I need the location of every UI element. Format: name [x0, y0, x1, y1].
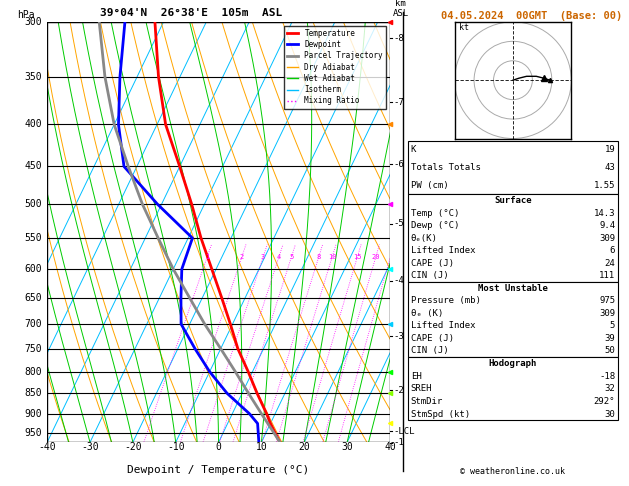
- Text: 800: 800: [25, 367, 42, 377]
- Text: 500: 500: [25, 199, 42, 209]
- Text: 300: 300: [25, 17, 42, 27]
- Text: 39: 39: [604, 334, 615, 343]
- Text: -1: -1: [393, 438, 404, 448]
- Text: 5: 5: [610, 321, 615, 330]
- Text: CIN (J): CIN (J): [411, 271, 448, 280]
- Text: 900: 900: [25, 409, 42, 419]
- Text: -4: -4: [393, 276, 404, 285]
- Text: © weatheronline.co.uk: © weatheronline.co.uk: [460, 467, 565, 476]
- Text: km
ASL: km ASL: [392, 0, 409, 18]
- Text: 2: 2: [240, 254, 244, 260]
- Text: EH: EH: [411, 372, 421, 381]
- Text: -30: -30: [81, 442, 99, 452]
- Text: 19: 19: [604, 145, 615, 155]
- Text: θₑ(K): θₑ(K): [411, 234, 438, 243]
- Text: 32: 32: [604, 384, 615, 393]
- Text: 15: 15: [353, 254, 362, 260]
- Text: 111: 111: [599, 271, 615, 280]
- Text: 5: 5: [289, 254, 294, 260]
- Text: -3: -3: [393, 331, 404, 341]
- Text: 600: 600: [25, 264, 42, 274]
- Text: 292°: 292°: [594, 397, 615, 406]
- Text: 3: 3: [261, 254, 265, 260]
- Text: Lifted Index: Lifted Index: [411, 321, 476, 330]
- Text: 1.55: 1.55: [594, 181, 615, 190]
- Text: 0: 0: [216, 442, 221, 452]
- Text: Temp (°C): Temp (°C): [411, 208, 459, 218]
- Text: 1: 1: [205, 254, 209, 260]
- Text: 309: 309: [599, 234, 615, 243]
- Text: -2: -2: [393, 386, 404, 395]
- Text: 850: 850: [25, 388, 42, 399]
- Text: Surface: Surface: [494, 196, 532, 205]
- Text: StmDir: StmDir: [411, 397, 443, 406]
- Text: 6: 6: [610, 246, 615, 255]
- Text: Pressure (mb): Pressure (mb): [411, 296, 481, 305]
- Text: CIN (J): CIN (J): [411, 347, 448, 355]
- Text: 450: 450: [25, 161, 42, 172]
- Text: K: K: [411, 145, 416, 155]
- Text: Mixing Ratio (g/kg): Mixing Ratio (g/kg): [415, 181, 423, 283]
- Text: 309: 309: [599, 309, 615, 318]
- Text: 39°04'N  26°38'E  105m  ASL: 39°04'N 26°38'E 105m ASL: [100, 8, 282, 17]
- Text: 700: 700: [25, 319, 42, 329]
- Text: 10: 10: [255, 442, 267, 452]
- Text: 40: 40: [384, 442, 396, 452]
- Text: 20: 20: [298, 442, 310, 452]
- Text: CAPE (J): CAPE (J): [411, 259, 454, 268]
- Text: 24: 24: [604, 259, 615, 268]
- Text: Hodograph: Hodograph: [489, 359, 537, 368]
- Text: 10: 10: [328, 254, 337, 260]
- Text: 9.4: 9.4: [599, 221, 615, 230]
- Text: -8: -8: [393, 34, 404, 43]
- Text: 550: 550: [25, 233, 42, 243]
- Text: θₑ (K): θₑ (K): [411, 309, 443, 318]
- Text: 04.05.2024  00GMT  (Base: 00): 04.05.2024 00GMT (Base: 00): [441, 11, 622, 21]
- Text: 975: 975: [599, 296, 615, 305]
- Text: Dewpoint / Temperature (°C): Dewpoint / Temperature (°C): [128, 466, 309, 475]
- Text: 30: 30: [604, 410, 615, 418]
- Text: kt: kt: [459, 23, 469, 32]
- Text: -LCL: -LCL: [393, 427, 415, 436]
- Legend: Temperature, Dewpoint, Parcel Trajectory, Dry Adiabat, Wet Adiabat, Isotherm, Mi: Temperature, Dewpoint, Parcel Trajectory…: [284, 26, 386, 108]
- Text: Lifted Index: Lifted Index: [411, 246, 476, 255]
- Text: hPa: hPa: [18, 10, 35, 20]
- Text: StmSpd (kt): StmSpd (kt): [411, 410, 470, 418]
- Text: -20: -20: [124, 442, 142, 452]
- Text: 50: 50: [604, 347, 615, 355]
- Text: 20: 20: [372, 254, 380, 260]
- Text: 950: 950: [25, 428, 42, 438]
- Text: -10: -10: [167, 442, 184, 452]
- Text: Dewp (°C): Dewp (°C): [411, 221, 459, 230]
- Text: Totals Totals: Totals Totals: [411, 163, 481, 172]
- Text: CAPE (J): CAPE (J): [411, 334, 454, 343]
- Text: 4: 4: [277, 254, 281, 260]
- Text: 30: 30: [342, 442, 353, 452]
- Text: 350: 350: [25, 72, 42, 82]
- Text: 400: 400: [25, 120, 42, 129]
- Text: -40: -40: [38, 442, 56, 452]
- Text: -6: -6: [393, 159, 404, 169]
- Text: 43: 43: [604, 163, 615, 172]
- Text: 750: 750: [25, 344, 42, 354]
- Text: 650: 650: [25, 293, 42, 303]
- Text: SREH: SREH: [411, 384, 432, 393]
- Text: PW (cm): PW (cm): [411, 181, 448, 190]
- Text: -7: -7: [393, 98, 404, 107]
- Text: 14.3: 14.3: [594, 208, 615, 218]
- Text: 8: 8: [316, 254, 321, 260]
- Text: -18: -18: [599, 372, 615, 381]
- Text: -5: -5: [393, 219, 404, 228]
- Text: Most Unstable: Most Unstable: [478, 284, 548, 293]
